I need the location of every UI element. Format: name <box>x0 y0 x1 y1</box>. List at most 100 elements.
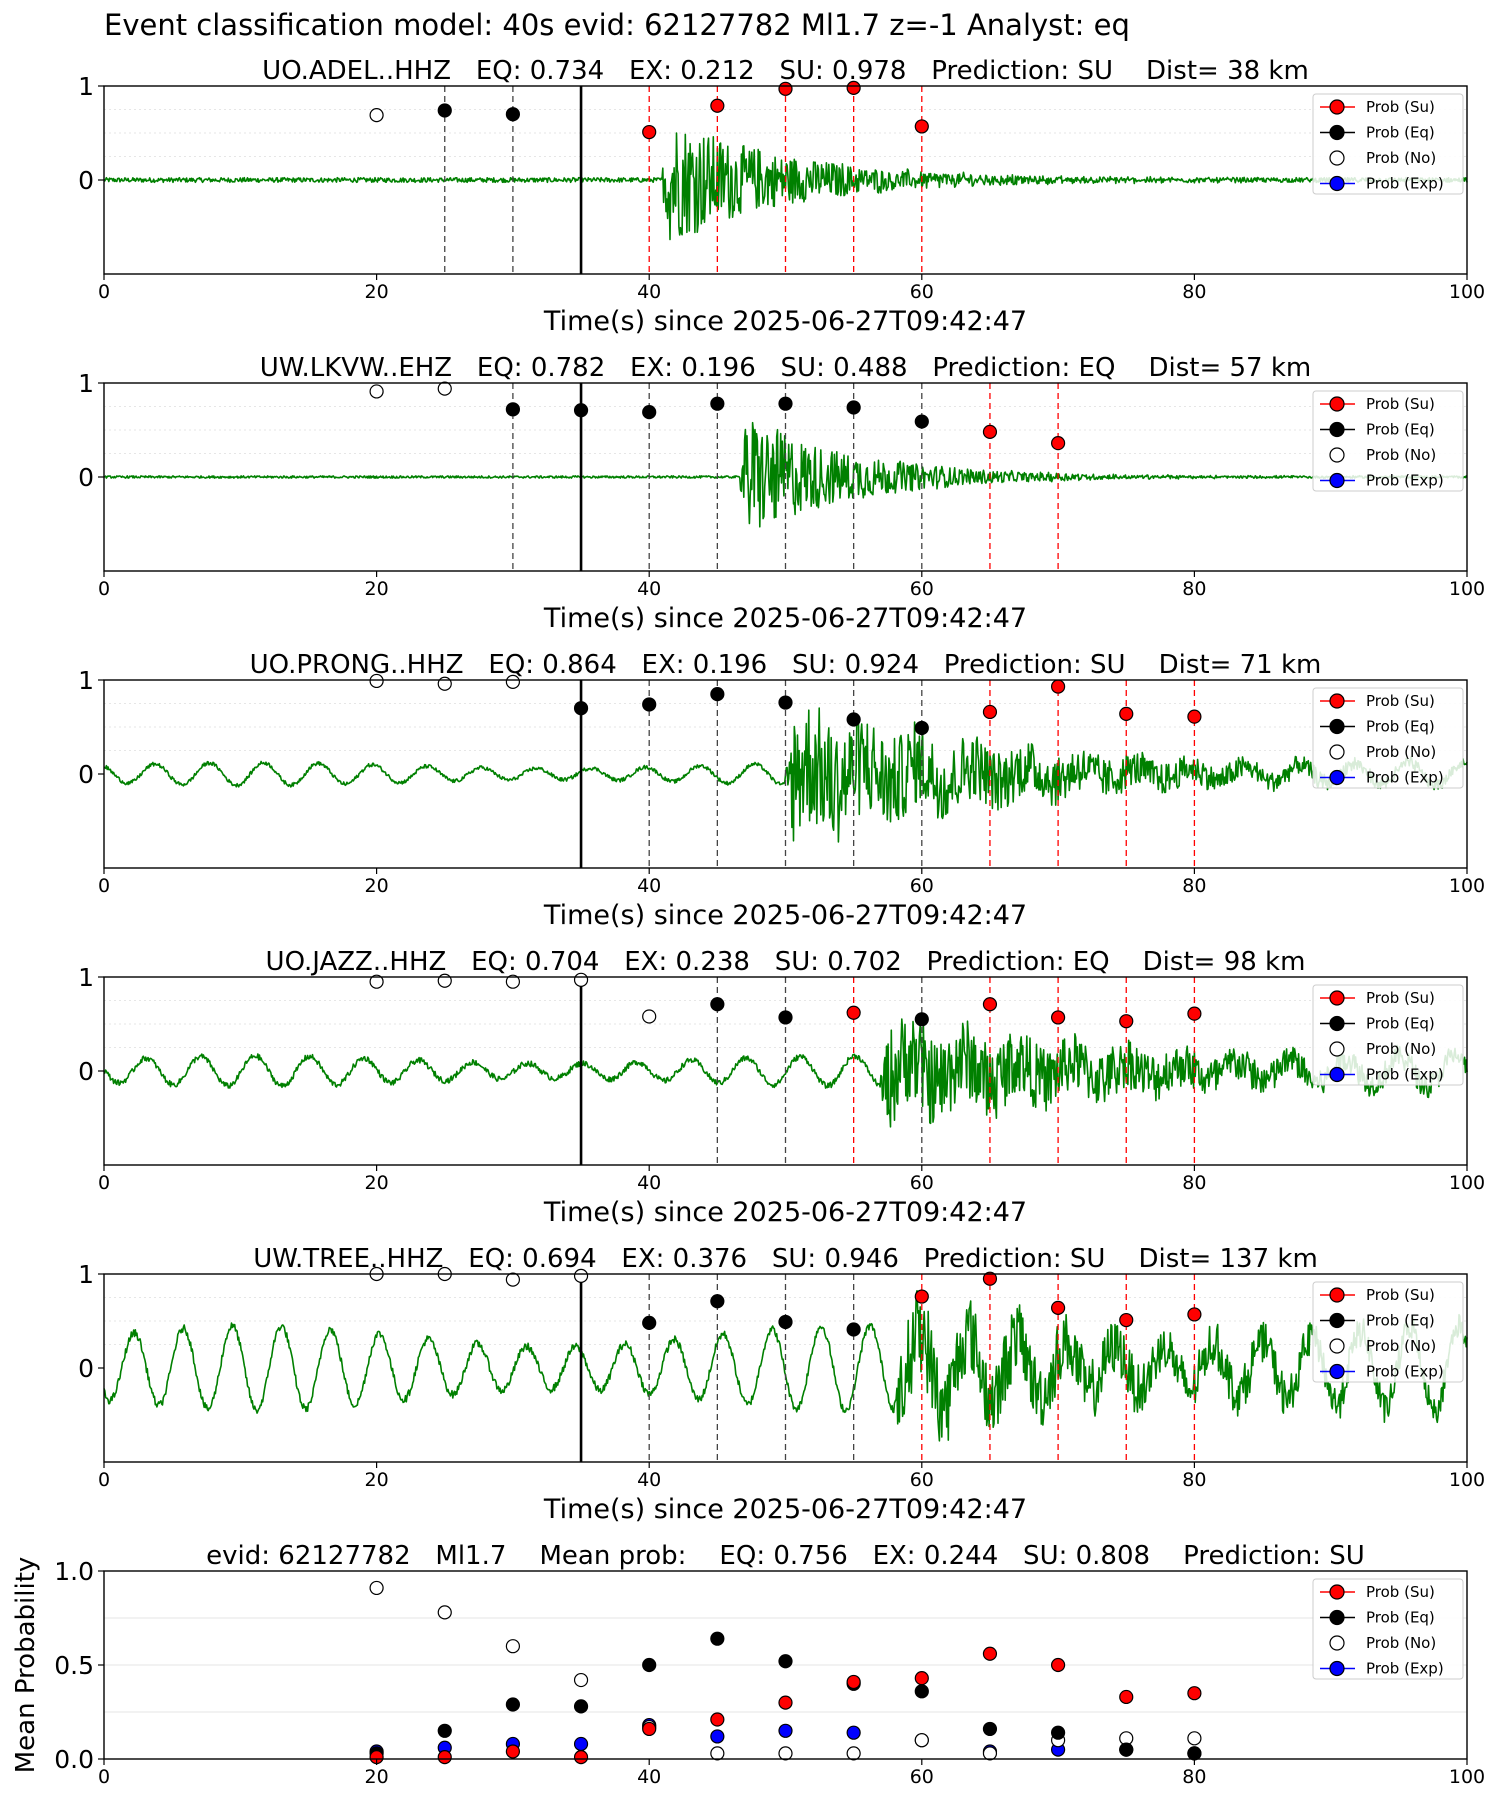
chart-panel-4: 0 20 40 60 80 100 1 0 UO.JAZZ..HHZ EQ: 0.704 EX:… <box>78 947 1485 1228</box>
y-tick-label: 0 <box>78 1354 94 1383</box>
no-prob-marker <box>437 381 452 396</box>
legend: Prob (Su) Prob (Eq) Prob (No) Prob (Exp) <box>1312 687 1464 789</box>
eq-prob-marker <box>573 701 589 716</box>
legend-label: Prob (Exp) <box>1366 1660 1444 1678</box>
legend-label: Prob (No) <box>1366 1634 1436 1652</box>
no-prob-marker <box>369 974 384 989</box>
eq-prob-marker <box>1119 1742 1134 1757</box>
no-prob-marker <box>1187 1731 1202 1746</box>
panel-title: UW.LKVW..EHZ EQ: 0.782 EX: 0.196 SU: 0.4… <box>260 353 1312 383</box>
y-tick-label: 0.0 <box>54 1745 94 1774</box>
legend-marker-no <box>1329 150 1345 166</box>
x-tick-label: 80 <box>1182 875 1206 897</box>
no-prob-marker <box>573 1268 589 1283</box>
no-prob-marker <box>573 1672 589 1688</box>
chart-panel-6: 0 20 40 60 80 100 1.0 0.5 0.0 evid: 62127782 Ml1.… <box>11 1541 1485 1788</box>
eq-prob-marker <box>642 405 657 420</box>
su-prob-marker <box>914 119 929 134</box>
legend: Prob (Su) Prob (Eq) Prob (No) Prob (Exp) <box>1312 1578 1464 1680</box>
x-axis-label: Time(s) since 2025-06-27T09:42:47 <box>543 306 1027 337</box>
x-tick-label: 100 <box>1449 875 1485 897</box>
eq-prob-marker <box>505 402 521 417</box>
legend-label: Prob (Eq) <box>1366 421 1435 439</box>
legend-marker-exp <box>1329 1363 1345 1380</box>
legend-box <box>1312 984 1464 1086</box>
legend-marker-no <box>1329 447 1345 463</box>
eq-prob-marker <box>846 400 861 415</box>
x-tick-label: 80 <box>1182 578 1206 600</box>
su-prob-marker <box>1119 1014 1134 1029</box>
chart-panel-3: 0 20 40 60 80 100 1 0 UO.PRONG..HHZ EQ: 0.864 EX… <box>78 650 1485 931</box>
x-tick-label: 0 <box>98 1172 110 1194</box>
x-tick-label: 20 <box>365 1469 389 1491</box>
x-tick-label: 40 <box>637 1469 661 1491</box>
no-prob-marker <box>914 1733 929 1748</box>
waveform-trace <box>103 1018 1468 1128</box>
su-prob-marker <box>1187 1307 1202 1322</box>
x-tick-label: 40 <box>637 578 661 600</box>
su-prob-marker <box>505 1744 521 1759</box>
legend-label: Prob (Eq) <box>1366 1609 1435 1627</box>
x-axis-label: Time(s) since 2025-06-27T09:42:47 <box>543 900 1027 931</box>
su-prob-marker <box>1050 679 1066 694</box>
x-axis-label: Time(s) since 2025-06-27T09:42:47 <box>543 603 1027 634</box>
y-tick-label: 0 <box>78 166 94 195</box>
panel-title: UO.ADEL..HHZ EQ: 0.734 EX: 0.212 SU: 0.9… <box>262 56 1309 86</box>
legend-marker-eq <box>1329 1609 1345 1626</box>
legend: Prob (Su) Prob (Eq) Prob (No) Prob (Exp) <box>1312 390 1464 492</box>
panel-title: UW.TREE..HHZ EQ: 0.694 EX: 0.376 SU: 0.9… <box>253 1244 1318 1274</box>
x-tick-label: 0 <box>98 1469 110 1491</box>
su-prob-marker <box>1050 1300 1066 1315</box>
legend-marker-exp <box>1329 175 1345 192</box>
su-prob-marker <box>573 1750 589 1765</box>
legend-marker-eq <box>1329 1015 1345 1032</box>
su-prob-marker <box>1119 1689 1134 1705</box>
x-tick-label: 60 <box>910 578 934 600</box>
su-prob-marker <box>1050 1657 1066 1673</box>
x-tick-label: 100 <box>1449 1469 1485 1491</box>
no-prob-marker <box>642 1009 657 1024</box>
su-prob-marker <box>710 1712 725 1727</box>
no-prob-marker <box>846 1746 861 1761</box>
su-prob-marker <box>982 704 998 720</box>
no-prob-marker <box>982 1746 998 1761</box>
legend-marker-exp <box>1329 1660 1345 1677</box>
legend-box <box>1312 1281 1464 1383</box>
exp-prob-marker <box>846 1725 861 1740</box>
no-prob-marker <box>778 1746 793 1761</box>
panel-title: evid: 62127782 Ml1.7 Mean prob: EQ: 0.75… <box>206 1541 1365 1571</box>
eq-prob-marker <box>505 107 521 122</box>
figure-title: Event classification model: 40s evid: 62… <box>104 8 1130 42</box>
chart-panel-1: 0 20 40 60 80 100 1 0 UO.ADEL..HHZ EQ: 0.734 EX:… <box>78 56 1485 337</box>
legend-marker-eq <box>1329 421 1345 438</box>
y-tick-label: 1 <box>78 666 94 695</box>
eq-prob-marker <box>778 396 793 411</box>
eq-prob-marker <box>710 997 725 1012</box>
eq-prob-marker <box>846 1322 861 1337</box>
x-tick-label: 100 <box>1449 1172 1485 1194</box>
eq-prob-marker <box>642 1315 657 1330</box>
eq-prob-marker <box>710 1294 725 1309</box>
legend-label: Prob (Su) <box>1366 98 1435 116</box>
su-prob-marker <box>642 1721 657 1737</box>
legend-marker-su <box>1329 990 1345 1006</box>
su-prob-marker <box>914 1671 929 1686</box>
x-tick-label: 60 <box>910 281 934 303</box>
legend-label: Prob (No) <box>1366 149 1436 167</box>
chart-panel-5: 0 20 40 60 80 100 1 0 UW.TREE..HHZ EQ: 0.694 EX:… <box>78 1244 1485 1525</box>
legend-label: Prob (Exp) <box>1366 472 1444 490</box>
legend-marker-no <box>1329 1041 1345 1057</box>
su-prob-marker <box>1050 1010 1066 1025</box>
no-prob-marker <box>505 1272 521 1287</box>
y-tick-label: 1 <box>78 369 94 398</box>
su-prob-marker <box>1187 1006 1202 1021</box>
su-prob-marker <box>914 1289 929 1304</box>
legend-marker-su <box>1329 693 1345 709</box>
su-prob-marker <box>846 80 861 95</box>
x-tick-label: 0 <box>98 578 110 600</box>
x-tick-label: 20 <box>365 875 389 897</box>
su-prob-marker <box>710 98 725 113</box>
legend-box <box>1312 687 1464 789</box>
legend-marker-eq <box>1329 718 1345 735</box>
eq-prob-marker <box>437 1723 452 1738</box>
